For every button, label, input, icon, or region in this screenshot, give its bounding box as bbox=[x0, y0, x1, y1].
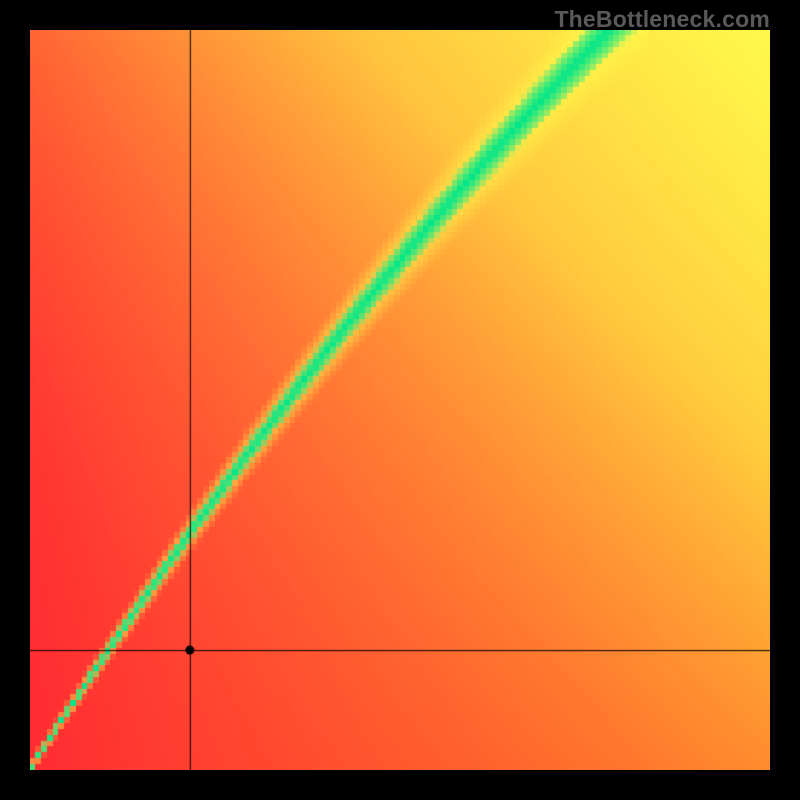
watermark-text: TheBottleneck.com bbox=[554, 6, 770, 33]
chart-frame: TheBottleneck.com bbox=[0, 0, 800, 800]
plot-area bbox=[30, 30, 770, 770]
bottleneck-heatmap bbox=[30, 30, 770, 770]
